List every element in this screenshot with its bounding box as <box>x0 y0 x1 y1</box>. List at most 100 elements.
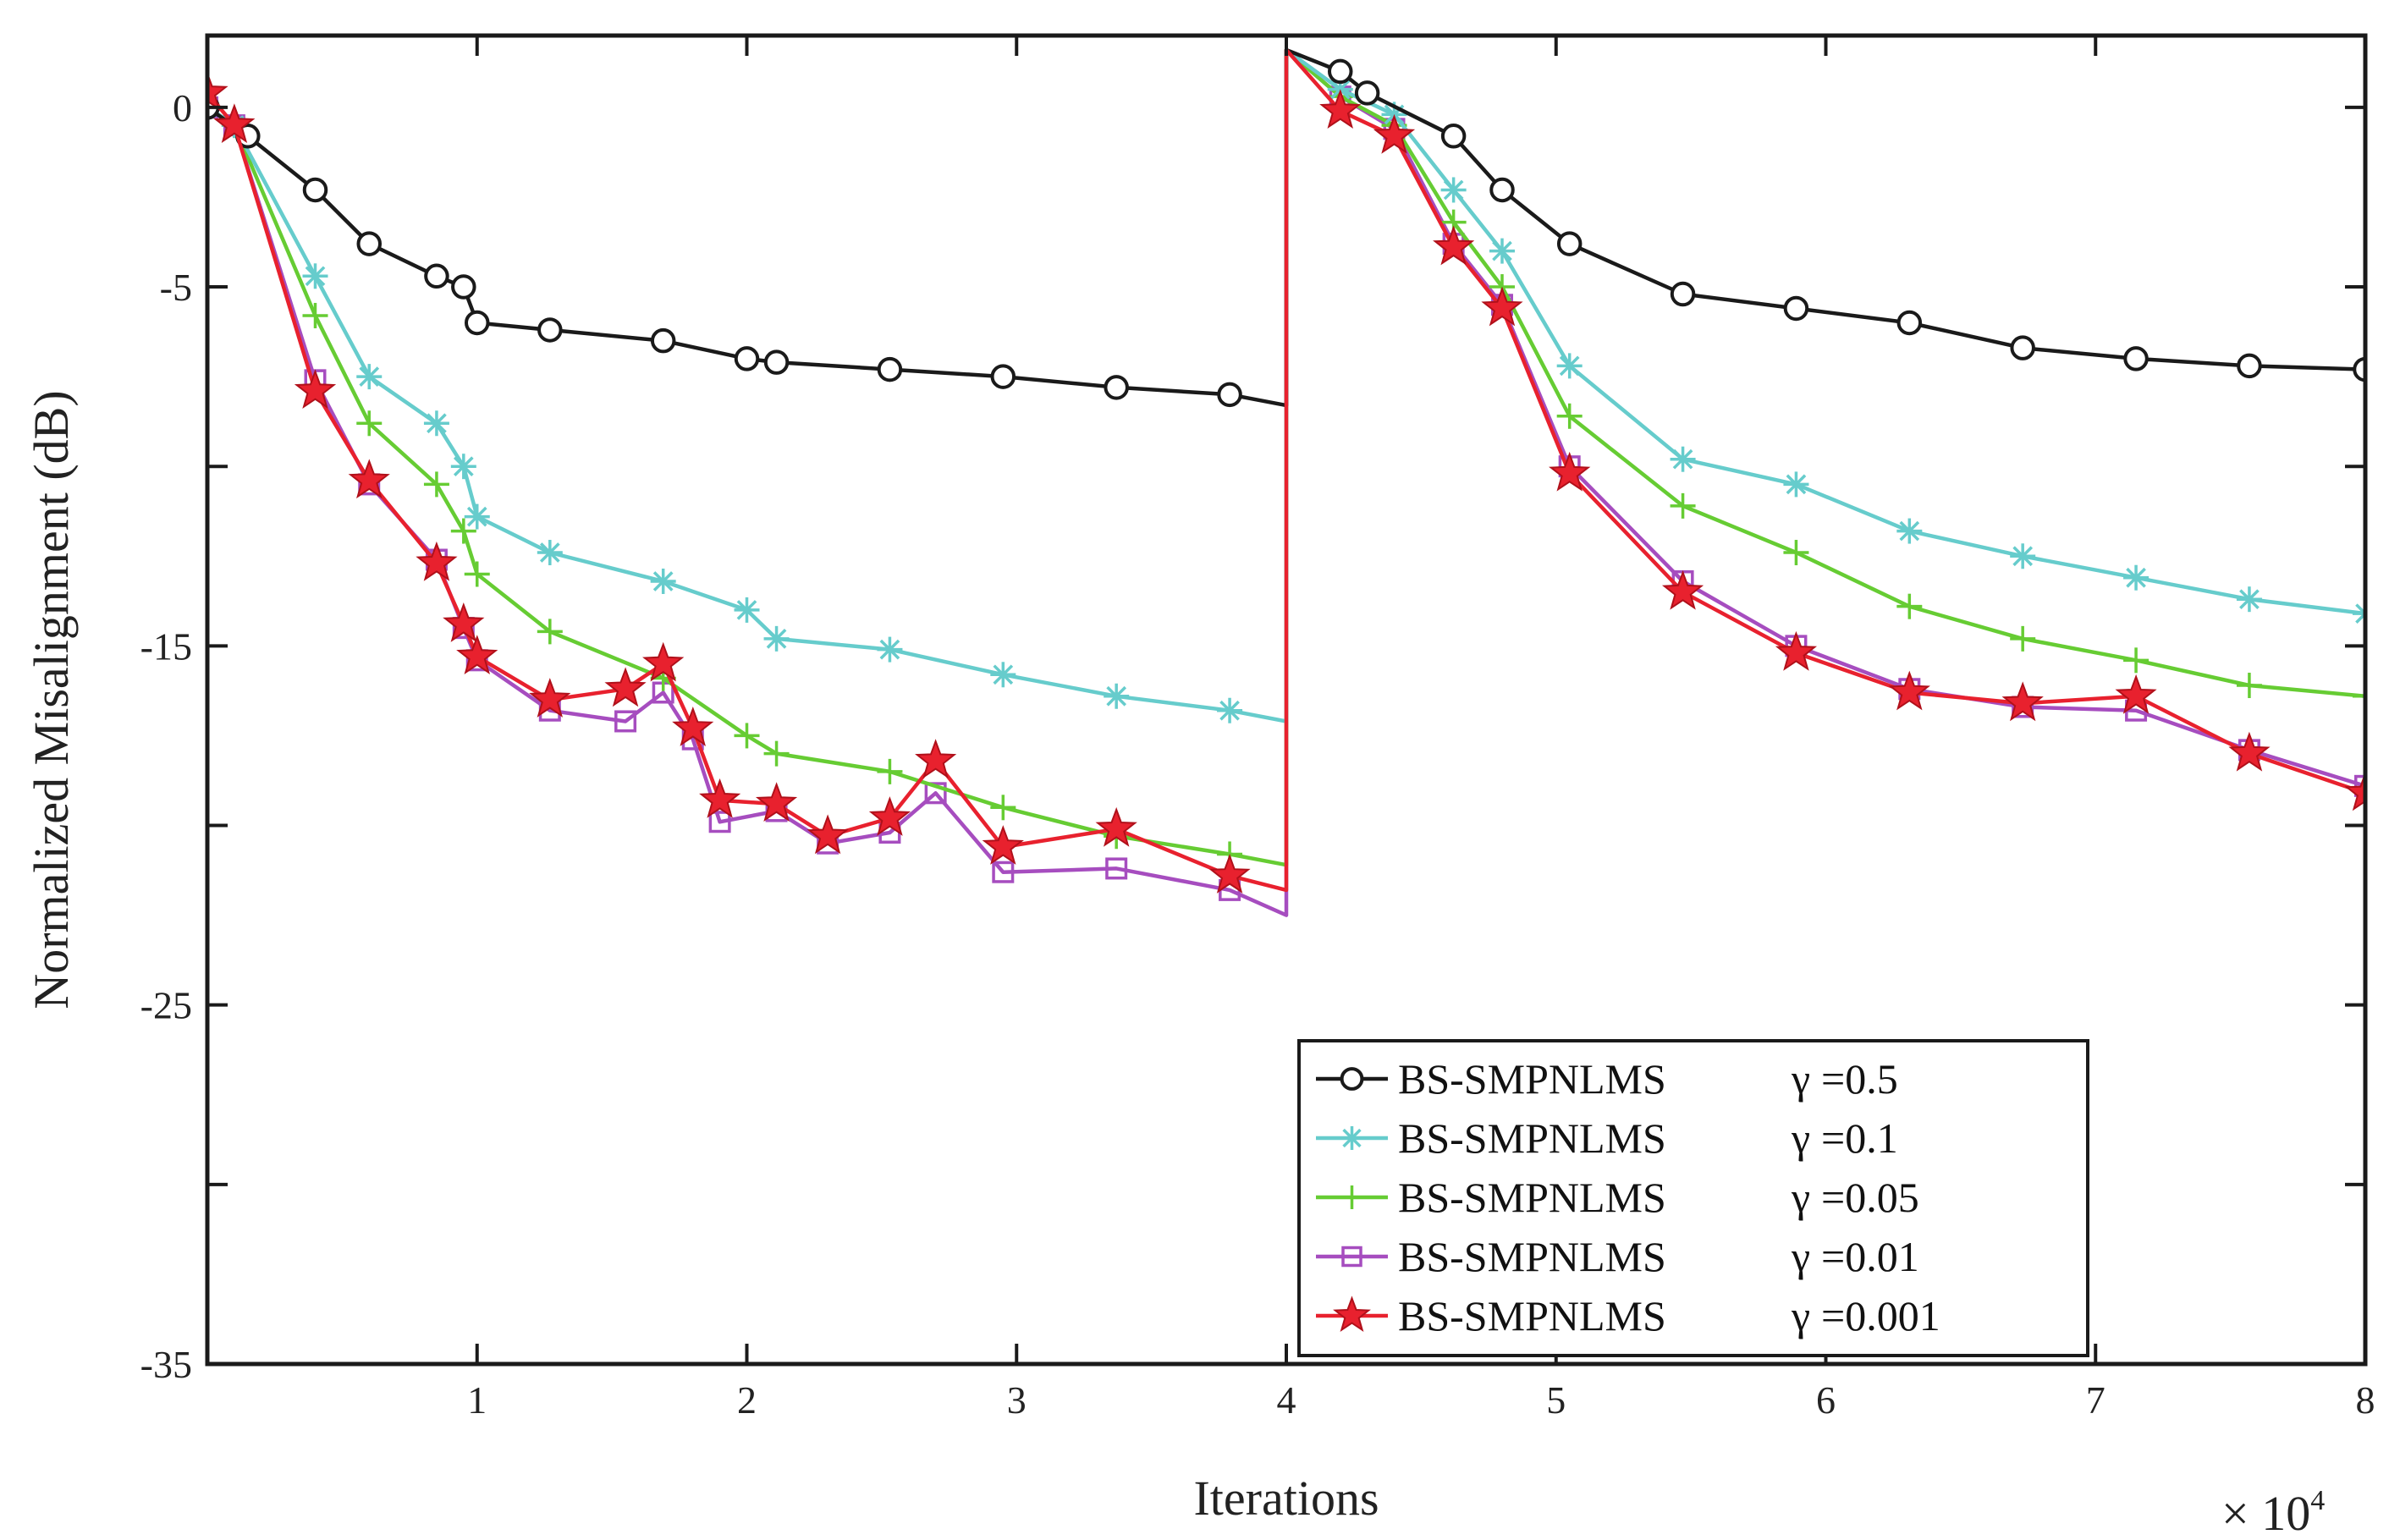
series-marker-star <box>1095 806 1137 847</box>
legend-gamma-symbol: γ <box>1791 1174 1810 1221</box>
y-tick-label: -35 <box>140 1343 192 1386</box>
series-marker-star <box>755 782 798 822</box>
series-marker-asterisk <box>1489 238 1515 264</box>
tick-labels: 1 2 3 4 5 6 7 8 0 -5 -15 -25 -35 <box>140 86 2375 1422</box>
series-marker-star <box>642 641 685 682</box>
y-tick-label: -15 <box>140 624 192 668</box>
x-tick-label: 3 <box>1007 1378 1027 1422</box>
legend-gamma-value: =0.5 <box>1821 1055 1898 1103</box>
series-marker-asterisk <box>423 410 449 437</box>
series-marker-star <box>806 814 849 855</box>
series-marker-star <box>868 796 911 836</box>
series-marker-plus <box>1783 540 1809 566</box>
series-marker-plus <box>464 561 490 587</box>
series-marker-plus <box>2353 683 2365 709</box>
series-marker-circle <box>451 274 476 300</box>
y-tick-label: -5 <box>160 266 192 309</box>
legend-label: BS-SMPNLMS <box>1398 1233 1666 1280</box>
series-marker-plus <box>1340 1185 1364 1209</box>
x-tick-label: 7 <box>2086 1378 2106 1422</box>
legend-entry: BS-SMPNLMS γ =0.01 <box>1316 1233 1919 1280</box>
series-marker-star <box>348 459 390 499</box>
series-marker-square <box>1105 857 1128 880</box>
y-tick-label: 0 <box>173 86 192 129</box>
series-marker-star <box>456 635 498 675</box>
legend-entry: BS-SMPNLMS γ =0.5 <box>1316 1055 1898 1103</box>
y-axis-label: Normalized Misalignment (dB) <box>24 390 79 1009</box>
x-axis-label: Iterations <box>1193 1471 1379 1526</box>
series-marker-circle <box>465 310 490 336</box>
series-marker-asterisk <box>877 636 903 663</box>
x-exponent-label: × 104 <box>2221 1485 2325 1540</box>
series-marker-circle <box>1217 382 1242 408</box>
series-marker-circle <box>763 349 790 375</box>
series-marker-plus <box>877 758 903 784</box>
series-marker-asterisk <box>1340 1126 1364 1150</box>
series-marker-circle <box>1896 310 1923 336</box>
legend-entry: BS-SMPNLMS γ =0.05 <box>1316 1174 1919 1221</box>
series-marker-circle <box>2353 356 2365 382</box>
series-marker-asterisk <box>734 597 760 623</box>
series-marker-plus <box>450 518 476 544</box>
series-marker-asterisk <box>537 540 563 566</box>
series-marker-plus <box>302 302 328 328</box>
series-marker-asterisk <box>356 364 383 390</box>
series-marker-asterisk <box>2123 564 2150 591</box>
series-marker-star <box>1775 630 1818 671</box>
series-marker-star <box>672 707 714 746</box>
series-marker-circle <box>1556 231 1583 256</box>
series-marker-star <box>443 602 485 642</box>
series-marker-plus <box>1556 403 1583 429</box>
series-marker-asterisk <box>1217 697 1243 723</box>
series-marker-star <box>2001 681 2044 722</box>
series-marker-circle <box>1783 295 1809 322</box>
series-marker-asterisk <box>990 662 1016 688</box>
legend-label: BS-SMPNLMS <box>1398 1055 1666 1103</box>
x-tick-label: 6 <box>1816 1378 1836 1422</box>
x-tick-label: 5 <box>1546 1378 1566 1422</box>
legend-gamma-symbol: γ <box>1791 1114 1810 1162</box>
series-marker-star <box>915 739 957 779</box>
series-marker-asterisk <box>2236 586 2262 613</box>
series-marker-circle <box>1104 375 1129 400</box>
legend-gamma-value: =0.1 <box>1821 1114 1898 1162</box>
series-marker-star <box>207 71 228 111</box>
series-marker-asterisk <box>1670 446 1696 472</box>
series-marker-circle <box>1328 58 1353 85</box>
series-marker-plus <box>423 471 449 498</box>
x-tick-label: 8 <box>2356 1378 2375 1422</box>
series-marker-star <box>1373 113 1416 154</box>
series-marker-plus <box>537 619 563 645</box>
series-marker-circle <box>2123 346 2149 371</box>
series-marker-star <box>1208 854 1251 894</box>
legend-gamma-symbol: γ <box>1791 1055 1810 1103</box>
series-marker-star <box>213 103 256 144</box>
legend-label: BS-SMPNLMS <box>1398 1174 1666 1221</box>
legend-label: BS-SMPNLMS <box>1398 1292 1666 1339</box>
series-marker-star <box>2344 771 2365 811</box>
series-layer <box>207 47 2365 917</box>
legend-gamma-value: =0.05 <box>1821 1174 1919 1221</box>
series-marker-plus <box>2010 625 2036 652</box>
series-marker-circle <box>537 317 563 343</box>
series-marker-star <box>529 678 571 718</box>
series-marker-circle <box>877 356 903 382</box>
legend-gamma-symbol: γ <box>1791 1233 1810 1280</box>
series-marker-circle <box>1670 281 1696 307</box>
series-marker-star <box>416 541 458 581</box>
series-marker-star <box>1481 286 1523 327</box>
series-marker-star <box>1433 225 1475 266</box>
series-marker-circle <box>734 346 760 371</box>
series-marker-star <box>982 825 1024 865</box>
legend-entry: BS-SMPNLMS γ =0.1 <box>1316 1114 1898 1162</box>
series-marker-asterisk <box>763 625 790 652</box>
series-marker-plus <box>990 795 1016 821</box>
legend-gamma-symbol: γ <box>1791 1292 1810 1339</box>
series-marker-square <box>924 782 947 805</box>
legend-gamma-value: =0.01 <box>1821 1233 1919 1280</box>
series-marker-star <box>1661 569 1704 610</box>
series-marker-star <box>1888 670 1930 711</box>
legend-box <box>1297 1039 2089 1357</box>
series-marker-plus <box>2123 647 2150 674</box>
series-marker-asterisk <box>1440 177 1467 203</box>
